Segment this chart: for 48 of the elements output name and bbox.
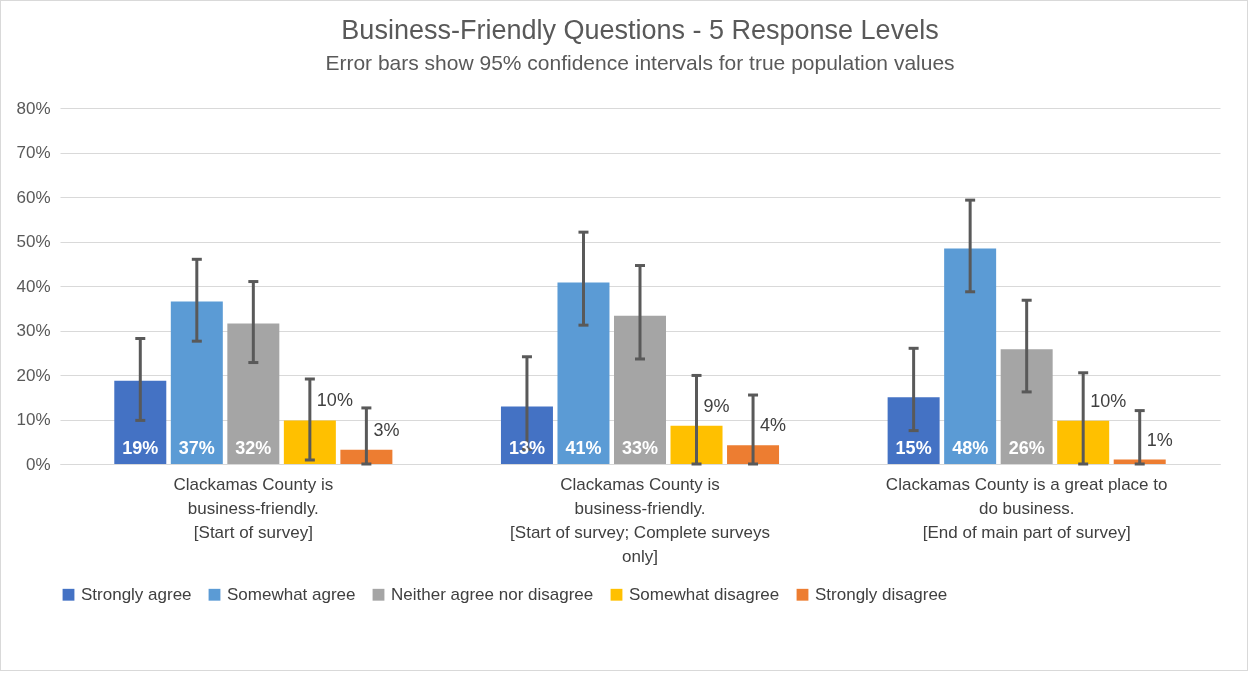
bar [283, 420, 336, 464]
y-tick-label: 20% [16, 365, 51, 385]
y-tick-label: 30% [16, 321, 51, 340]
y-tick-label: 10% [16, 410, 51, 429]
legend-label: Strongly agree [81, 584, 192, 604]
data-label: 10% [1090, 390, 1127, 411]
bar [170, 301, 223, 464]
data-label: 1% [1146, 429, 1173, 450]
bar [114, 380, 167, 464]
bar [944, 248, 997, 464]
bar [340, 449, 393, 464]
bar [1000, 349, 1053, 464]
chart-title: Business-Friendly Questions - 5 Response Levels [341, 15, 939, 45]
bar [727, 445, 780, 464]
bar [227, 323, 280, 464]
data-label: 26% [1008, 438, 1045, 458]
legend-label: Strongly disagree [815, 584, 948, 604]
data-label: 48% [952, 438, 989, 458]
legend-label: Neither agree nor disagree [391, 584, 594, 604]
bar [500, 406, 553, 464]
bar [887, 397, 940, 464]
data-label: 10% [316, 390, 353, 411]
data-label: 37% [178, 438, 215, 458]
bar [557, 282, 610, 464]
data-label: 33% [621, 438, 659, 458]
bar [614, 315, 666, 464]
y-tick-label: 80% [16, 98, 51, 118]
data-label: 15% [895, 438, 932, 458]
y-tick-label: 40% [16, 276, 51, 296]
x-tick-label: Clackamas County is business-friendly. [Start of survey] [173, 474, 334, 542]
legend-label: Somewhat agree [227, 584, 356, 604]
bar [1057, 420, 1110, 464]
y-tick-label: 50% [16, 232, 51, 251]
data-label: 41% [565, 438, 602, 458]
data-label: 9% [703, 395, 730, 416]
data-label: 13% [508, 438, 545, 458]
y-tick-label: 70% [16, 143, 51, 162]
y-tick-label: 60% [16, 187, 51, 207]
legend-label: Somewhat disagree [629, 584, 780, 604]
chart-subtitle: Error bars show 95% confidence intervals for true population values [325, 51, 955, 74]
x-tick-label: Clackamas County is a great place to do business. [End of main part of survey] [885, 474, 1168, 542]
y-tick-label: 0% [25, 454, 51, 474]
data-label: 4% [760, 415, 787, 436]
data-label: 32% [235, 438, 272, 458]
x-tick-label: Clackamas County is business-friendly. [Start of survey; Complete surveys only] [510, 474, 770, 566]
data-label: 3% [373, 419, 400, 440]
bar [670, 425, 723, 464]
data-label: 19% [122, 438, 159, 458]
